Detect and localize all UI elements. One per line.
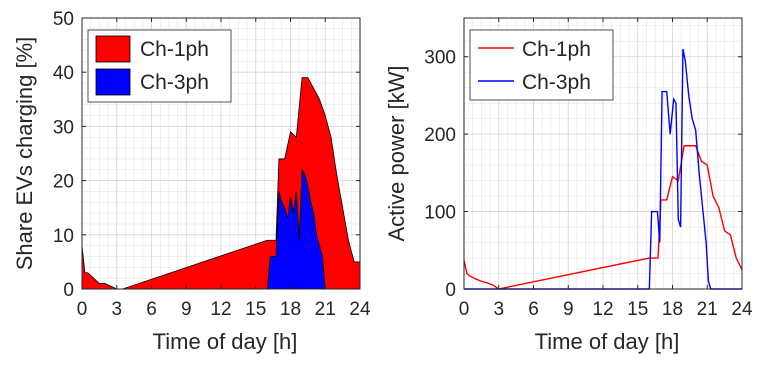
- x-tick-label: 18: [662, 299, 683, 320]
- legend-label: Ch-1ph: [140, 38, 209, 61]
- y-tick-label: 0: [63, 280, 74, 301]
- y-tick-label: 10: [53, 226, 74, 247]
- x-tick-label: 3: [111, 299, 122, 320]
- line-ch-3ph: [464, 48, 742, 290]
- x-tick-label: 3: [493, 299, 504, 320]
- x-tick-label: 18: [280, 299, 301, 320]
- legend: Ch-1ph Ch-3ph: [87, 29, 232, 103]
- x-tick-label: 6: [528, 299, 539, 320]
- y-tick-label: 200: [424, 125, 456, 146]
- x-tick-label: 24: [349, 299, 371, 320]
- x-tick-label: 9: [181, 299, 192, 320]
- x-tick-label: 24: [731, 299, 753, 320]
- x-tick-label: 21: [315, 299, 336, 320]
- x-tick-label: 15: [627, 299, 648, 320]
- area-ch-3ph: [82, 168, 360, 290]
- x-tick-label: 0: [459, 299, 470, 320]
- y-tick-label: 50: [53, 9, 74, 30]
- share-chart: 0 3 6 9 12 15 18 21 24 0 10 20 30 40 50 Time of day [h]…: [12, 9, 371, 354]
- legend-swatch: [95, 35, 131, 63]
- x-tick-label: 12: [210, 299, 231, 320]
- legend-swatch: [95, 68, 131, 96]
- x-tick-label: 0: [77, 299, 88, 320]
- x-tick-label: 9: [563, 299, 574, 320]
- y-tick-label: 30: [53, 117, 74, 138]
- y-tick-label: 40: [53, 63, 74, 84]
- y-tick-label: 300: [424, 48, 456, 69]
- x-tick-label: 21: [697, 299, 718, 320]
- x-tick-label: 15: [245, 299, 266, 320]
- legend-label: Ch-1ph: [522, 38, 591, 61]
- x-axis-label: Time of day [h]: [535, 329, 680, 354]
- x-tick-label: 6: [146, 299, 157, 320]
- y-axis-label: Active power [kW]: [384, 65, 409, 241]
- y-tick-label: 20: [53, 172, 74, 193]
- y-tick-label: 0: [445, 280, 456, 301]
- legend-label: Ch-3ph: [140, 71, 209, 94]
- legend-label: Ch-3ph: [522, 71, 591, 94]
- y-axis-label: Share EVs charging [%]: [12, 37, 37, 271]
- line-ch-1ph: [463, 145, 743, 290]
- legend: Ch-1ph Ch-3ph: [469, 29, 614, 101]
- y-tick-label: 100: [424, 203, 456, 224]
- power-chart: 0 3 6 9 12 15 18 21 24 0 100 200 300 Time of day [h] A…: [384, 17, 753, 354]
- x-tick-label: 12: [592, 299, 613, 320]
- x-axis-label: Time of day [h]: [153, 329, 298, 354]
